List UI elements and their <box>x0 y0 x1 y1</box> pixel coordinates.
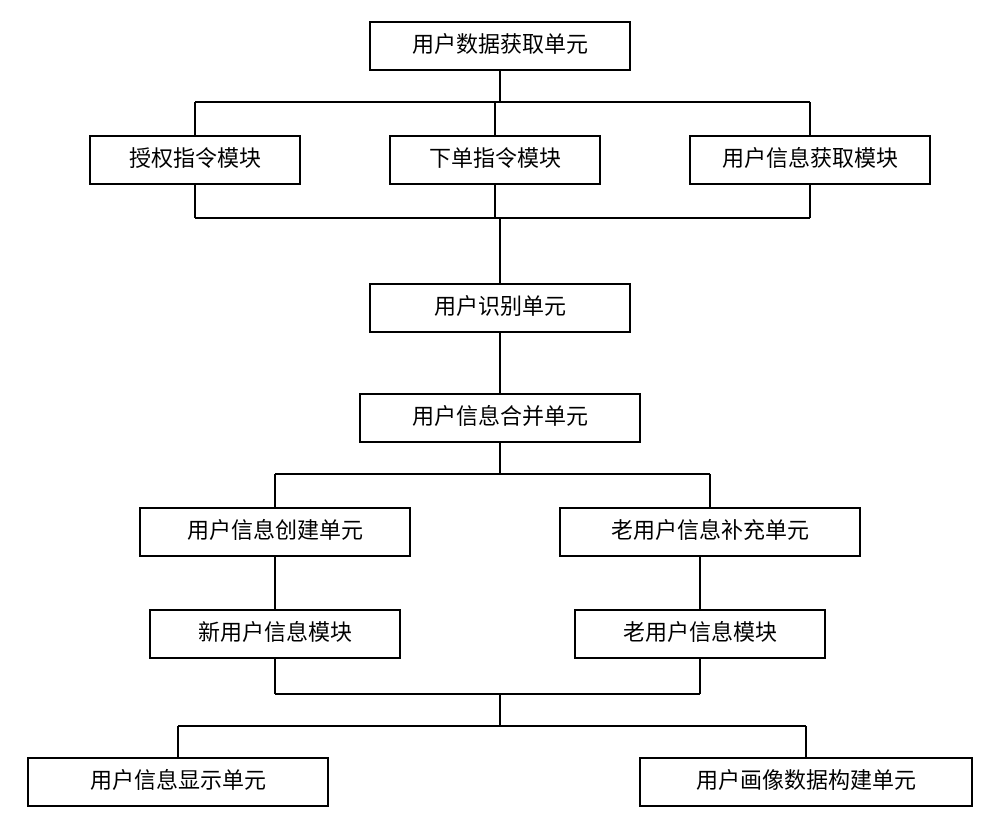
node-n_oldmod: 老用户信息模块 <box>575 610 825 658</box>
node-label: 新用户信息模块 <box>198 620 352 645</box>
node-label: 用户信息合并单元 <box>412 404 588 429</box>
node-label: 用户数据获取单元 <box>412 32 588 57</box>
node-n_userget: 用户信息获取模块 <box>690 136 930 184</box>
node-n_oldfill: 老用户信息补充单元 <box>560 508 860 556</box>
node-label: 用户画像数据构建单元 <box>696 768 916 793</box>
node-label: 老用户信息模块 <box>623 620 777 645</box>
node-n_newmod: 新用户信息模块 <box>150 610 400 658</box>
node-n_recog: 用户识别单元 <box>370 284 630 332</box>
node-n_auth: 授权指令模块 <box>90 136 300 184</box>
node-label: 下单指令模块 <box>429 146 561 171</box>
node-n_order: 下单指令模块 <box>390 136 600 184</box>
node-n_top: 用户数据获取单元 <box>370 22 630 70</box>
node-n_display: 用户信息显示单元 <box>28 758 328 806</box>
node-label: 用户信息获取模块 <box>722 146 898 171</box>
node-label: 用户识别单元 <box>434 294 566 319</box>
node-n_portrait: 用户画像数据构建单元 <box>640 758 972 806</box>
node-label: 老用户信息补充单元 <box>611 518 809 543</box>
node-n_merge: 用户信息合并单元 <box>360 394 640 442</box>
node-label: 用户信息创建单元 <box>187 518 363 543</box>
node-label: 用户信息显示单元 <box>90 768 266 793</box>
node-label: 授权指令模块 <box>129 146 261 171</box>
flowchart-diagram: 用户数据获取单元授权指令模块 下单指令模块 用户信息获取模块用户识别单元用户信息合并… <box>0 0 1000 838</box>
node-n_create: 用户信息创建单元 <box>140 508 410 556</box>
